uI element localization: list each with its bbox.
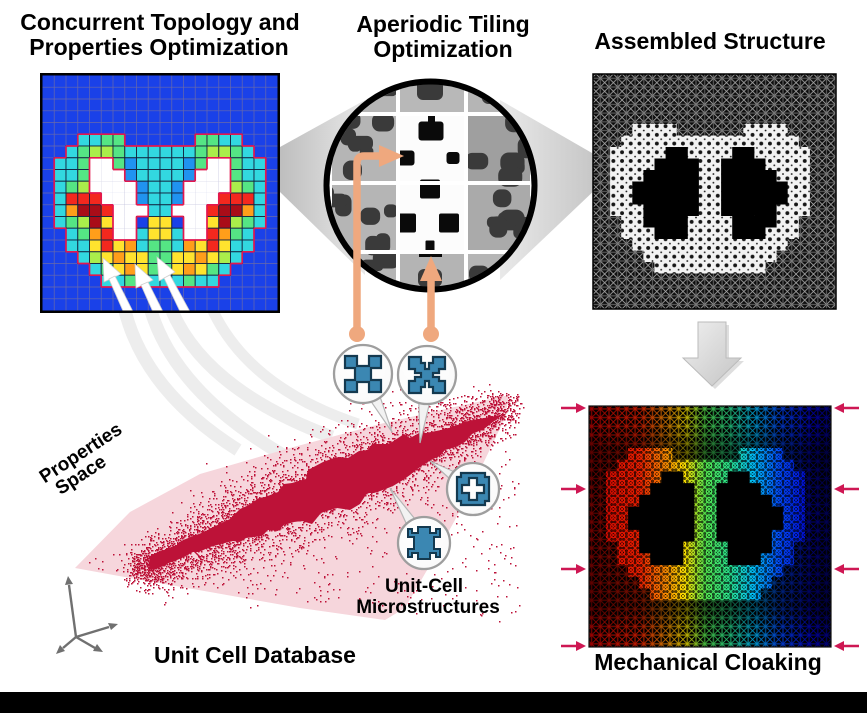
svg-text:Unit Cell Database: Unit Cell Database [154, 642, 356, 668]
svg-text:Mechanical Cloaking: Mechanical Cloaking [594, 649, 822, 675]
svg-text:Concurrent Topology and: Concurrent Topology and [20, 9, 299, 35]
svg-text:Aperiodic Tiling: Aperiodic Tiling [356, 11, 529, 37]
svg-text:Microstructures: Microstructures [356, 597, 500, 618]
svg-text:Optimization: Optimization [373, 36, 512, 62]
svg-text:Unit-Cell: Unit-Cell [385, 576, 463, 597]
svg-text:Assembled Structure: Assembled Structure [594, 28, 825, 54]
svg-text:Properties Optimization: Properties Optimization [29, 34, 288, 60]
